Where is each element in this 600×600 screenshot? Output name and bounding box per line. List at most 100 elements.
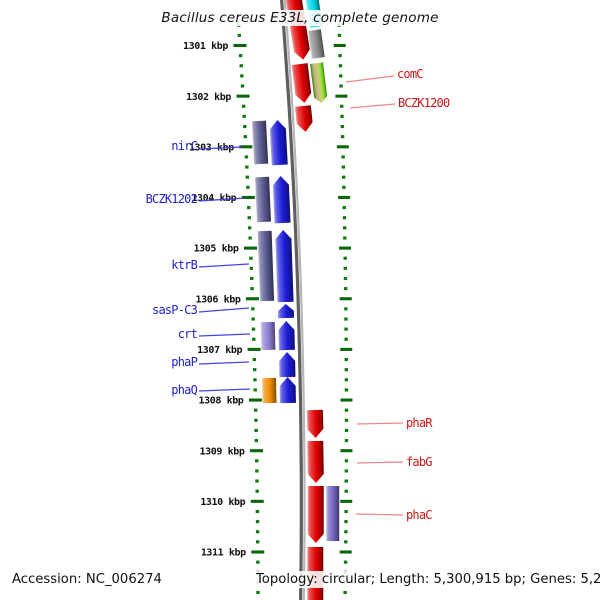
gene-label-BCZK1202: BCZK1202 — [146, 192, 198, 206]
gene-glyph-ktrB-a — [257, 230, 275, 302]
gene-shape — [269, 120, 288, 166]
tick-mark — [248, 398, 262, 402]
tick-mark — [239, 145, 253, 149]
gene-shape — [272, 176, 291, 224]
tick-mark — [336, 13, 341, 17]
backbone-line-dark — [280, 0, 303, 600]
gene-label-phaC: phaC — [406, 508, 432, 522]
tick-label: 1305 kbp — [194, 244, 239, 255]
tick-label: 1302 kbp — [186, 92, 231, 103]
gene-glyph-BCZK1200 — [294, 105, 313, 132]
tick-mark — [254, 428, 258, 432]
gene-label-fabG: fabG — [406, 455, 432, 469]
leader-line-BCZK1202 — [198, 197, 246, 202]
tick-mark — [252, 368, 257, 372]
gene-label-phaQ: phaQ — [171, 383, 197, 397]
gene-label-crt: crt — [178, 327, 198, 341]
gene-glyph-sasP-C3 — [277, 304, 295, 319]
leader-line-phaR — [356, 422, 404, 425]
gene-glyph-phaP — [279, 352, 296, 378]
tick-mark — [255, 520, 260, 524]
tick-mark — [256, 580, 260, 584]
gene-shape — [251, 120, 269, 165]
tick-mark — [343, 256, 347, 260]
tick-mark — [339, 550, 352, 554]
tick-mark — [344, 408, 349, 412]
tick-mark — [344, 337, 348, 341]
tick-mark — [244, 246, 258, 250]
tick-label: 1311 kbp — [201, 548, 246, 559]
tick-mark — [254, 439, 259, 443]
tick-mark — [251, 550, 265, 554]
tick-mark — [340, 124, 345, 129]
tick-label: 1307 kbp — [197, 345, 242, 356]
gene-glyph-cyan-top — [304, 0, 323, 28]
tick-mark — [246, 185, 250, 189]
tick-mark — [342, 226, 347, 230]
tick-mark — [344, 428, 349, 432]
tick-mark — [343, 266, 348, 270]
tick-mark — [256, 560, 260, 564]
gene-labels: nirC BCZK1202 ktrB sasP-C3 crt phaP phaQ comC BC… — [146, 67, 451, 522]
gene-shape — [260, 321, 276, 351]
gene-shape — [307, 486, 324, 543]
tick-mark — [240, 74, 244, 78]
backbone-line-light — [283, 0, 306, 600]
tick-mark — [247, 206, 251, 210]
tick-mark — [254, 418, 258, 422]
tick-mark — [338, 54, 342, 58]
tick-mark — [339, 297, 352, 301]
leader-line-phaP — [198, 361, 250, 365]
tick-label: 1301 kbp — [183, 41, 228, 52]
tick-mark — [250, 276, 254, 281]
tick-mark — [253, 378, 257, 382]
tick-mark — [247, 347, 261, 351]
tick-mark — [252, 337, 256, 341]
gene-glyph-comC — [310, 62, 328, 103]
tick-mark — [240, 84, 245, 88]
tick-mark — [343, 570, 348, 574]
gene-label-nirC: nirC — [171, 139, 197, 153]
tick-mark — [337, 33, 342, 37]
gene-glyph-BCZK1202-a — [255, 176, 272, 223]
tick-mark — [344, 368, 349, 372]
gene-shape — [306, 409, 324, 438]
gene-glyph-phaQ-b — [279, 377, 296, 404]
gene-shape — [326, 486, 340, 541]
tick-label: 1308 kbp — [198, 396, 243, 407]
tick-mark — [341, 155, 345, 159]
tick-mark — [344, 509, 348, 514]
tick-mark — [343, 590, 347, 595]
tick-mark — [256, 540, 260, 544]
tick-mark — [255, 469, 259, 473]
tick-mark — [251, 327, 256, 331]
gene-shape — [304, 0, 323, 28]
tick-mark — [245, 175, 250, 179]
leader-line-ktrB — [198, 263, 250, 268]
tick-mark — [253, 408, 258, 412]
tick-mark — [342, 206, 346, 210]
gene-shape — [307, 440, 324, 483]
tick-mark — [344, 520, 348, 524]
tick-mark — [241, 104, 246, 108]
gene-label-ktrB: ktrB — [171, 258, 197, 272]
gene-shape — [307, 547, 324, 600]
gene-label-comC: comC — [397, 67, 423, 81]
tick-mark — [253, 388, 257, 392]
tick-mark — [255, 509, 260, 514]
leader-line-phaQ — [198, 388, 251, 392]
tick-mark — [340, 499, 353, 503]
leader-line-crt — [198, 333, 251, 337]
tick-mark — [254, 459, 259, 463]
tick-label: 1309 kbp — [200, 446, 245, 457]
tick-mark — [343, 236, 347, 240]
tick-mark — [255, 489, 259, 493]
tick-mark — [239, 64, 243, 68]
tick-mark — [340, 347, 353, 351]
tick-mark — [344, 459, 349, 463]
gene-shape — [262, 377, 277, 404]
gene-shape — [257, 230, 275, 302]
gene-shape — [277, 304, 295, 319]
gene-glyph-ktrB-b — [275, 230, 294, 303]
